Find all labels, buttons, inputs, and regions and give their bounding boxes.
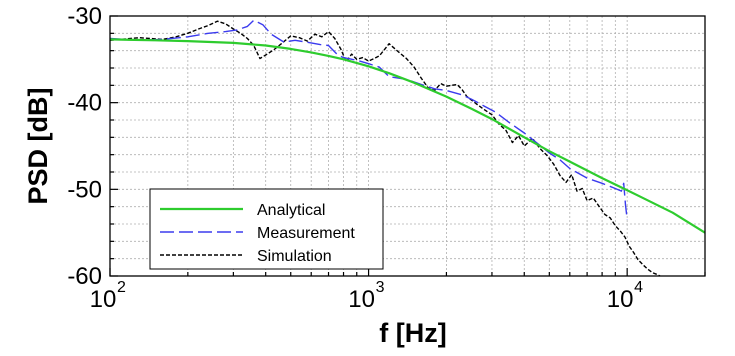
x-tick-label: 10 bbox=[348, 286, 375, 313]
y-tick-label: -60 bbox=[67, 263, 102, 290]
x-axis-title: f [Hz] bbox=[379, 318, 446, 348]
x-tick-exponent: 4 bbox=[634, 279, 643, 296]
axis-ticks: 10 2 10 3 10 4-30-40-50-60 bbox=[67, 3, 706, 313]
x-tick-exponent: 3 bbox=[376, 279, 385, 296]
series-line-measurement bbox=[109, 19, 628, 220]
x-tick-exponent: 2 bbox=[117, 279, 126, 296]
legend: Analytical Measurement Simulation bbox=[149, 188, 384, 270]
series-line-analytical bbox=[109, 38, 706, 234]
legend-label-analytical: Analytical bbox=[257, 202, 325, 219]
plot-frame bbox=[109, 15, 706, 277]
y-tick-label: -40 bbox=[67, 90, 102, 117]
legend-label-measurement: Measurement bbox=[257, 225, 355, 242]
x-tick-label: 10 bbox=[607, 286, 634, 313]
legend-label-simulation: Simulation bbox=[257, 248, 332, 265]
series-layer bbox=[109, 19, 706, 277]
series-line-simulation bbox=[109, 20, 661, 277]
y-axis-title: PSD [dB] bbox=[23, 88, 53, 205]
legend-box bbox=[149, 188, 384, 270]
x-tick-label: 10 bbox=[90, 286, 117, 313]
y-tick-label: -50 bbox=[67, 176, 102, 203]
y-tick-label: -30 bbox=[67, 3, 102, 30]
